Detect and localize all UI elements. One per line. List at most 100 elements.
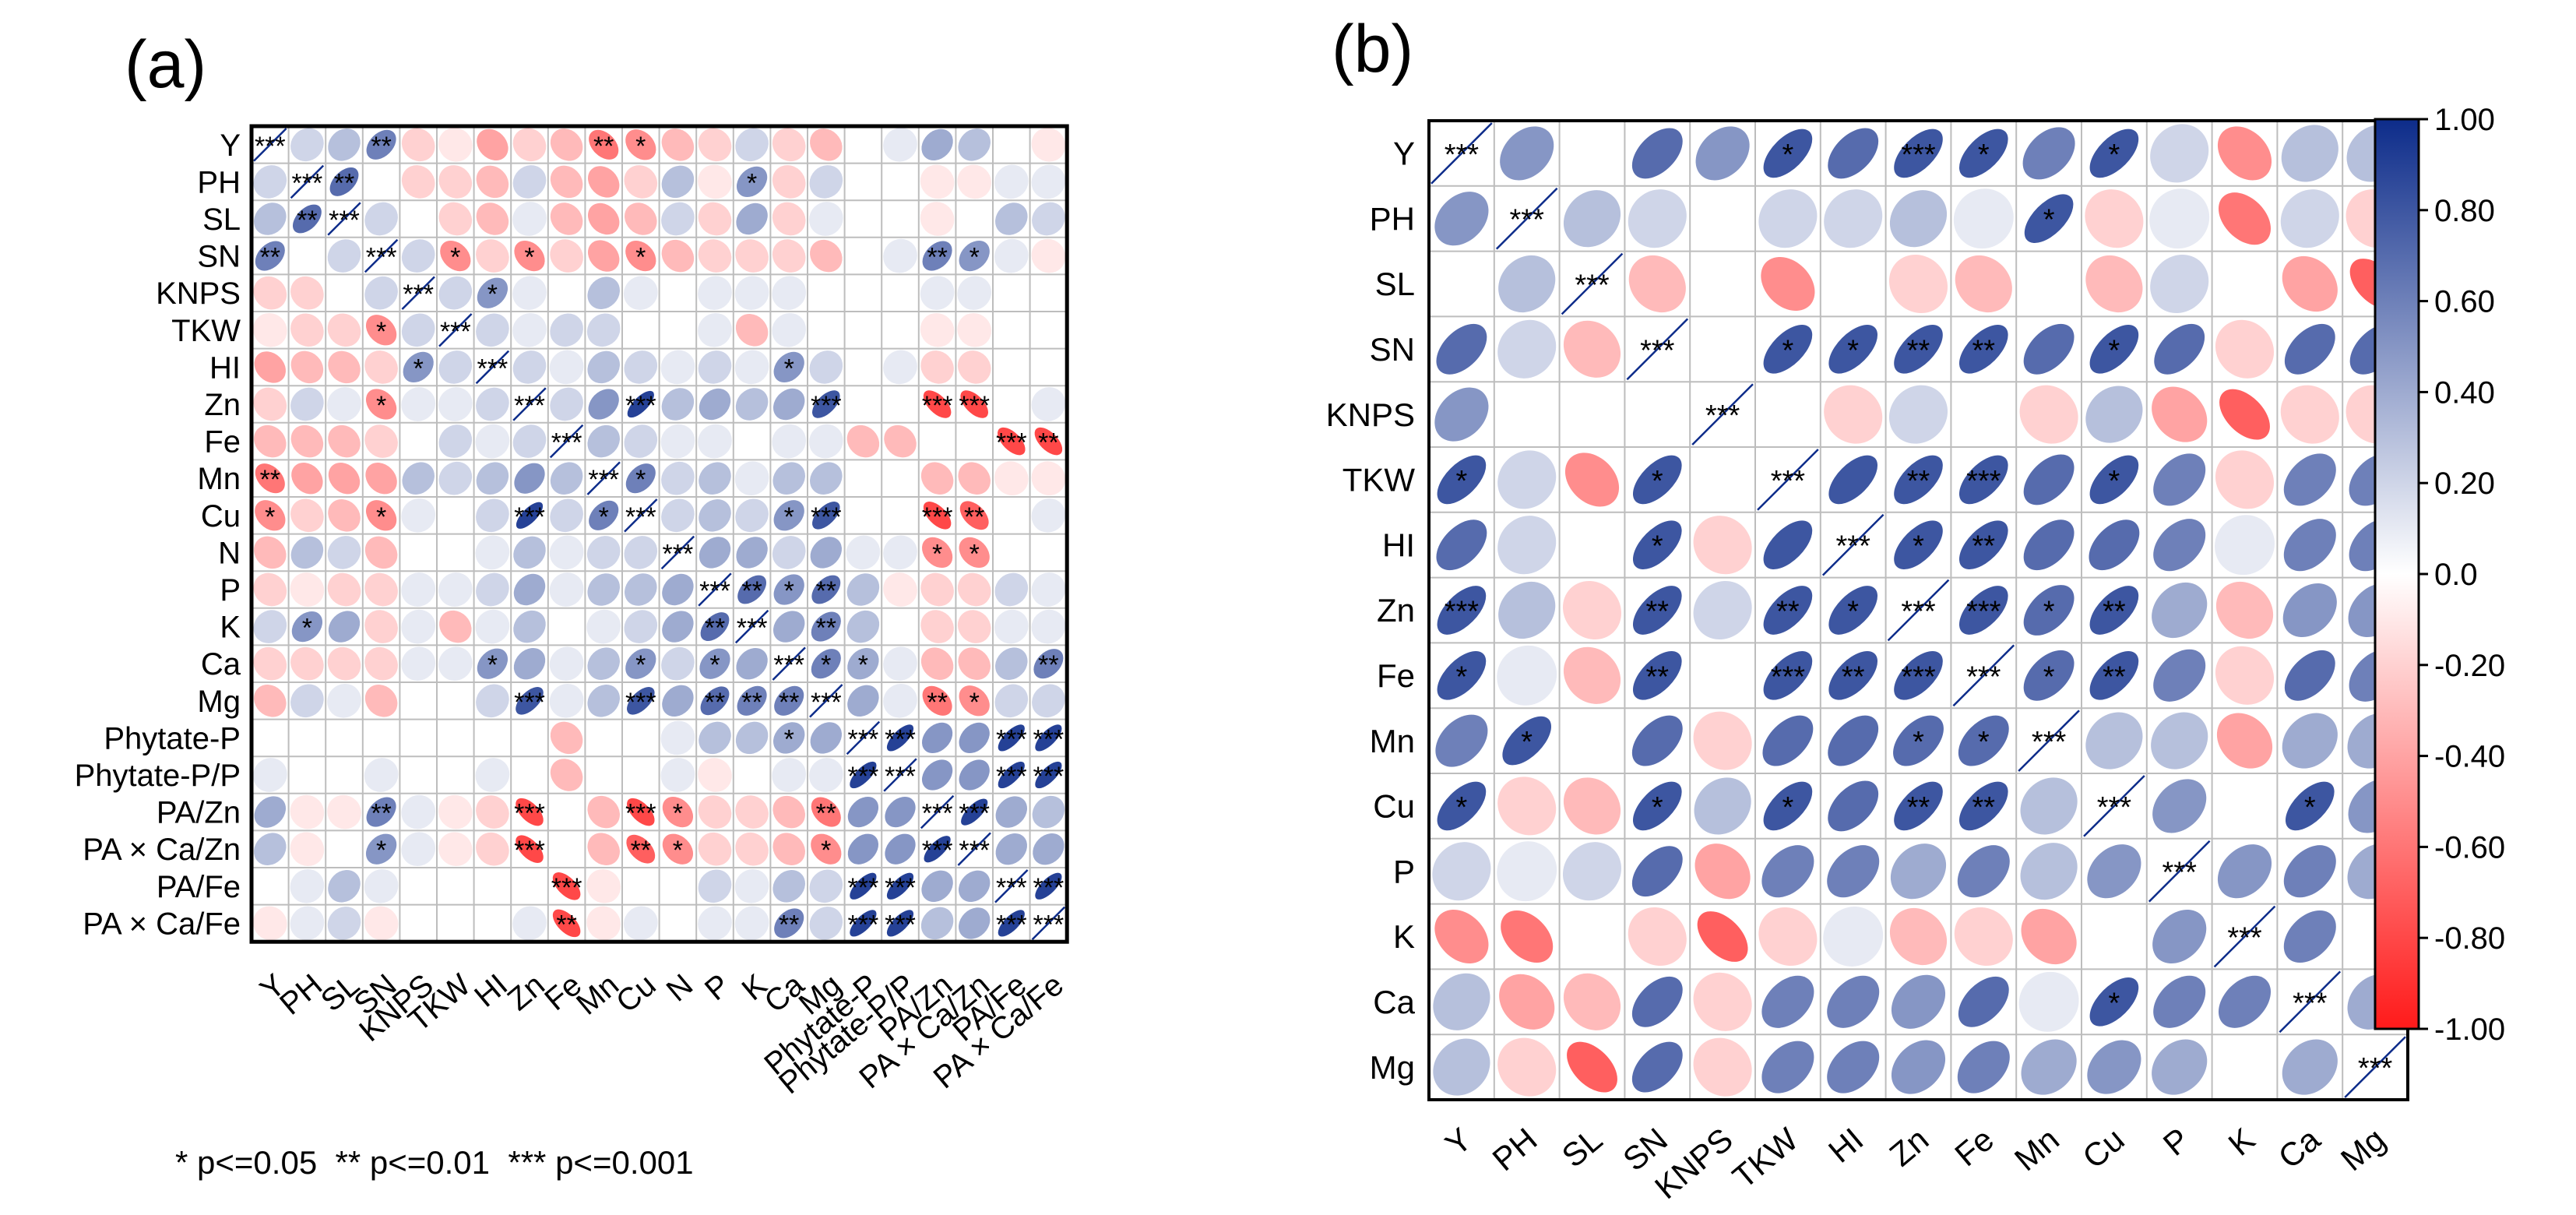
b-sig-3-5: * (1782, 334, 1794, 367)
a-cell-10-8 (550, 498, 583, 533)
a-cell-17-19 (959, 759, 990, 791)
b-cell-13-0 (1433, 973, 1490, 1030)
b-sig-10-10: *** (2097, 791, 2132, 824)
b-sig-8-9: * (2043, 660, 2055, 693)
a-cell-0-19 (958, 129, 991, 161)
b-cell-13-10 (2089, 977, 2139, 1027)
a-cell-14-16 (847, 647, 879, 680)
a-sig-15-12: ** (705, 688, 725, 717)
a-cell-5-4 (401, 313, 435, 347)
a-cell-12-4 (401, 572, 436, 607)
b-cell-6-0 (1436, 519, 1487, 571)
a-cell-21-14 (774, 908, 804, 939)
b-cell-0-8 (1958, 129, 2008, 178)
a-cell-18-12 (698, 795, 732, 829)
b-cell-8-0 (1437, 650, 1487, 700)
b-cell-9-5 (1762, 715, 1814, 766)
b-cell-6-13 (2283, 519, 2336, 572)
b-cell-7-1 (1498, 581, 1556, 639)
a-cell-14-7 (513, 647, 546, 680)
a-sig-15-14: ** (779, 688, 799, 717)
a-cell-20-2 (328, 870, 361, 903)
a-row-label: KNPS (156, 276, 241, 311)
a-cell-19-0 (254, 833, 287, 865)
a-cell-6-17 (883, 350, 917, 385)
b-cell-7-10 (2089, 586, 2139, 635)
a-cell-3-4 (401, 239, 435, 273)
a-cell-9-21 (1031, 461, 1066, 496)
b-col-label: Zn (1883, 1121, 1936, 1174)
b-cell-1-8 (1953, 188, 2014, 249)
a-cell-8-15 (808, 424, 843, 459)
b-diag-8 (1952, 644, 2015, 707)
b-cell-5-0 (1437, 455, 1487, 505)
a-cell-2-7 (512, 202, 547, 236)
a-cell-4-6 (477, 277, 509, 308)
a-sig-20-17: *** (885, 873, 916, 903)
a-cell-5-14 (772, 312, 807, 347)
a-cell-18-9 (587, 795, 620, 829)
b-cell-7-5 (1763, 586, 1813, 635)
a-cell-3-10 (625, 240, 656, 272)
a-cell-10-12 (699, 499, 731, 532)
a-cell-4-0 (253, 276, 287, 310)
a-cell-5-6 (476, 313, 509, 347)
a-sig-15-13: ** (741, 688, 762, 717)
b-sig-7-5: ** (1776, 596, 1800, 629)
a-cell-5-13 (735, 314, 769, 347)
a-cell-12-9 (587, 573, 620, 606)
a-cell-7-16 (846, 386, 881, 422)
a-sig-14-21: ** (1038, 650, 1058, 680)
a-sig-2-2: *** (329, 206, 360, 235)
a-cell-12-18 (920, 572, 954, 607)
a-cell-15-19 (959, 685, 990, 717)
a-cell-13-5 (439, 610, 472, 643)
b-cell-5-9 (2023, 454, 2075, 505)
a-cell-17-3 (364, 758, 399, 792)
a-cell-4-5 (438, 276, 473, 310)
a-sig-14-6: * (487, 650, 498, 680)
significance-legend: * p<=0.05 ** p<=0.01 *** p<=0.001 (175, 1144, 694, 1181)
a-cell-0-9 (589, 129, 619, 160)
b-cell-5-4 (1691, 449, 1754, 511)
a-cell-12-3 (364, 572, 398, 607)
b-cell-5-3 (1632, 455, 1682, 505)
a-cell-12-11 (662, 573, 694, 606)
b-sig-8-8: *** (1966, 660, 2001, 693)
b-cell-12-9 (2021, 908, 2077, 965)
a-cell-0-13 (735, 128, 769, 162)
b-cell-11-13 (2283, 845, 2336, 898)
a-cell-14-9 (587, 647, 620, 680)
a-cell-17-20 (998, 761, 1025, 789)
a-cell-19-8 (549, 831, 584, 867)
a-cell-5-18 (920, 312, 955, 347)
a-sig-18-10: *** (625, 799, 656, 829)
a-cell-13-17 (882, 609, 918, 644)
b-col-label: Fe (1948, 1121, 2001, 1174)
b-cell-4-11 (2152, 386, 2208, 442)
b-sig-8-3: ** (1646, 660, 1670, 693)
a-cell-20-12 (698, 869, 732, 903)
a-cell-1-11 (661, 165, 695, 199)
a-cell-2-21 (1032, 202, 1065, 236)
a-cell-2-0 (254, 202, 287, 235)
b-cell-11-2 (1562, 842, 1622, 901)
a-cell-14-5 (438, 646, 473, 681)
b-sig-11-11: *** (2163, 857, 2198, 889)
b-row-label: TKW (1343, 462, 1416, 498)
a-cell-21-1 (290, 906, 325, 941)
b-sig-2-2: *** (1575, 269, 1610, 302)
a-sig-11-19: * (970, 539, 980, 569)
a-cell-17-1 (290, 757, 325, 793)
b-cell-1-5 (1758, 189, 1818, 248)
a-row-label: Ca (201, 647, 241, 681)
a-cell-14-2 (327, 646, 361, 681)
a-sig-1-13: * (747, 168, 757, 198)
a-diag-11 (660, 535, 695, 570)
a-cell-6-12 (698, 350, 732, 384)
b-cell-7-13 (2282, 583, 2337, 638)
a-cell-5-17 (882, 312, 918, 348)
a-cell-21-0 (252, 906, 287, 941)
b-sig-0-10: * (2109, 139, 2120, 171)
a-cell-16-0 (252, 720, 288, 755)
